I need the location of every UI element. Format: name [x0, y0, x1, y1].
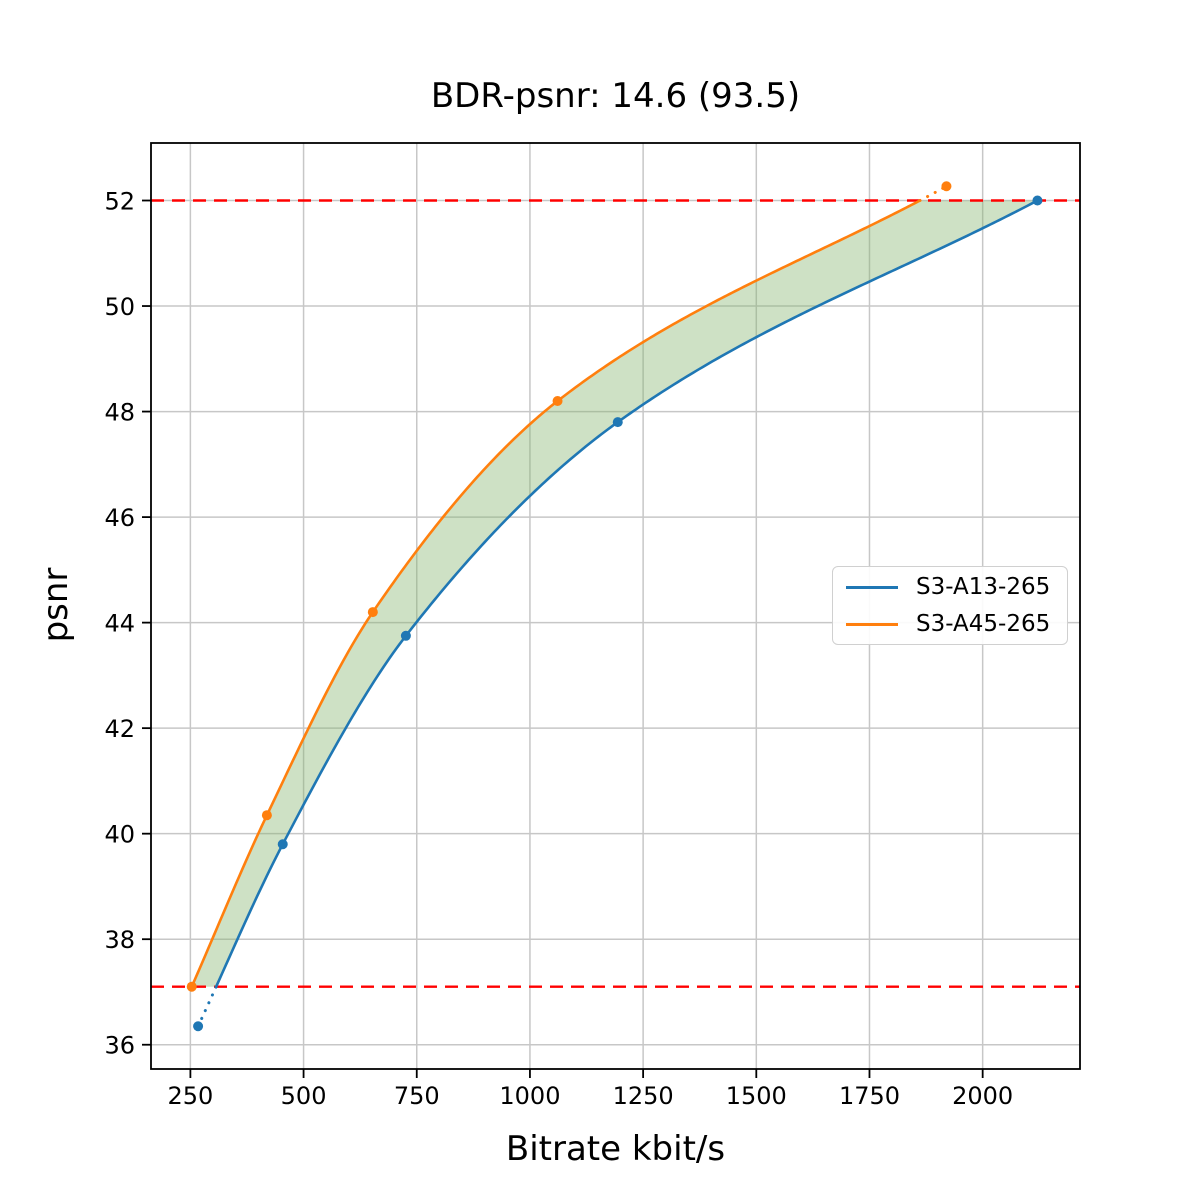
- x-tick-label: 1250: [613, 1082, 674, 1110]
- legend-line-sample-blue: [846, 586, 898, 589]
- x-tick-label: 500: [281, 1082, 327, 1110]
- data-point-S3-A13-265: [612, 417, 623, 428]
- data-point-S3-A45-265: [261, 810, 272, 821]
- chart-title: BDR-psnr: 14.6 (93.5): [430, 76, 801, 116]
- data-point-S3-A45-265: [941, 181, 952, 192]
- x-tick-label: 250: [167, 1082, 213, 1110]
- y-tick-label: 48: [104, 399, 135, 427]
- legend: S3-A13-265 S3-A45-265: [832, 566, 1068, 645]
- data-point-S3-A13-265: [1032, 195, 1043, 206]
- y-tick-label: 44: [104, 610, 135, 638]
- data-point-S3-A13-265: [400, 630, 411, 641]
- y-axis-label: psnr: [36, 567, 76, 643]
- data-point-S3-A13-265: [277, 839, 288, 850]
- x-axis-label: Bitrate kbit/s: [505, 1129, 726, 1169]
- series-line-S3-A13-265: [214, 199, 1039, 988]
- y-tick-label: 38: [104, 926, 135, 954]
- x-tick-label: 1750: [839, 1082, 900, 1110]
- x-tick-label: 2000: [952, 1082, 1013, 1110]
- x-tick-label: 1500: [726, 1082, 787, 1110]
- series-dotted-S3-A13-265: [196, 985, 218, 1028]
- y-tick-label: 40: [104, 821, 135, 849]
- legend-label: S3-A13-265: [916, 574, 1051, 600]
- x-tick-label: 1000: [499, 1082, 560, 1110]
- axes-spines: [150, 142, 1081, 1070]
- y-tick-label: 42: [104, 715, 135, 743]
- y-tick-label: 52: [104, 188, 135, 216]
- legend-item-s3-a13-265: S3-A13-265: [833, 569, 1067, 606]
- data-point-S3-A45-265: [552, 396, 563, 407]
- legend-label: S3-A45-265: [916, 611, 1051, 637]
- legend-item-s3-a45-265: S3-A45-265: [833, 606, 1067, 643]
- y-tick-label: 46: [104, 504, 135, 532]
- y-tick-label: 36: [104, 1032, 135, 1060]
- y-tick-label: 50: [104, 293, 135, 321]
- data-point-S3-A45-265: [367, 607, 378, 618]
- data-point-S3-A13-265: [193, 1021, 204, 1032]
- series-line-S3-A45-265: [190, 199, 921, 988]
- series-dotted-S3-A45-265: [918, 184, 948, 203]
- data-point-S3-A45-265: [186, 981, 197, 992]
- x-tick-label: 750: [394, 1082, 440, 1110]
- legend-line-sample-orange: [846, 623, 898, 626]
